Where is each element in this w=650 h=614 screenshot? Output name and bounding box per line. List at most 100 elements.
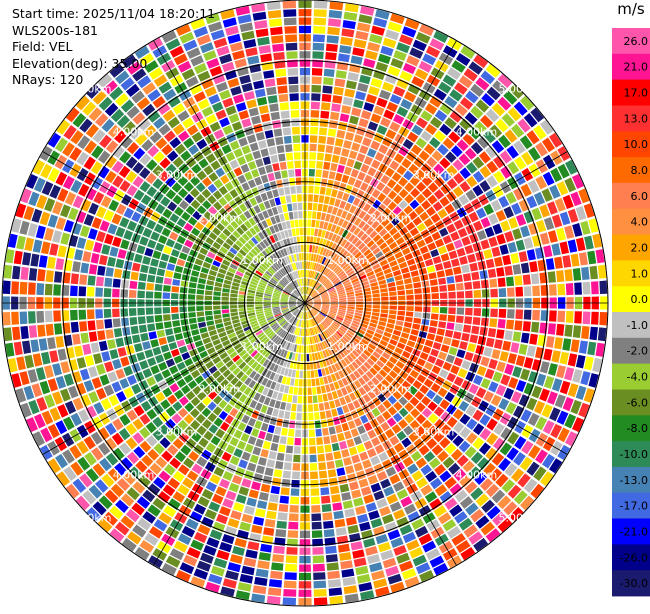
velocity-gate: [266, 191, 273, 199]
velocity-gate: [312, 77, 322, 85]
velocity-gate: [321, 213, 326, 221]
velocity-gate: [281, 111, 290, 119]
velocity-gate: [405, 284, 413, 290]
velocity-gate: [406, 289, 414, 294]
velocity-gate: [298, 388, 302, 395]
velocity-gate: [548, 271, 556, 283]
velocity-gate: [55, 258, 64, 270]
velocity-gate: [308, 388, 312, 395]
velocity-gate: [265, 467, 274, 476]
velocity-gate: [82, 344, 91, 355]
velocity-gate: [309, 421, 315, 429]
velocity-gate: [174, 355, 183, 364]
velocity-gate: [583, 312, 591, 325]
velocity-gate: [375, 9, 390, 19]
velocity-gate: [33, 353, 43, 366]
velocity-gate: [429, 327, 437, 334]
velocity-gate: [381, 292, 389, 296]
velocity-gate: [330, 486, 339, 494]
velocity-gate: [354, 39, 367, 49]
velocity-gate: [20, 267, 29, 280]
velocity-gate: [60, 361, 70, 373]
velocity-gate: [96, 320, 104, 330]
velocity-gate: [314, 1, 328, 9]
velocity-gate: [564, 367, 574, 381]
velocity-gate: [373, 491, 384, 501]
velocity-gate: [576, 238, 586, 252]
velocity-gate: [388, 314, 396, 319]
velocity-gate: [371, 570, 385, 580]
velocity-gate: [362, 137, 372, 147]
velocity-gate: [531, 322, 539, 333]
velocity-gate: [241, 164, 250, 173]
range-ring-label: 1.00km: [241, 340, 283, 353]
velocity-gate: [214, 287, 222, 292]
velocity-gate: [357, 574, 371, 584]
velocity-gate: [489, 279, 497, 288]
velocity-gate: [413, 318, 421, 324]
velocity-gate: [406, 306, 414, 311]
velocity-gate: [286, 547, 297, 555]
colorbar-tick-label: 2.0: [631, 242, 649, 255]
velocity-gate: [112, 309, 120, 318]
velocity-gate: [439, 285, 447, 292]
velocity-gate: [315, 220, 320, 228]
velocity-gate: [371, 483, 382, 493]
velocity-gate: [283, 471, 291, 479]
velocity-gate: [325, 546, 337, 554]
velocity-gate: [461, 360, 471, 370]
velocity-gate: [355, 506, 366, 515]
velocity-gate: [188, 306, 196, 311]
velocity-gate: [524, 357, 534, 369]
velocity-gate: [197, 284, 205, 290]
velocity-gate: [340, 560, 353, 569]
velocity-gate: [307, 354, 310, 361]
velocity-gate: [469, 335, 478, 344]
velocity-gate: [488, 328, 496, 337]
velocity-gate: [12, 266, 21, 280]
velocity-gate: [429, 272, 437, 279]
velocity-gate: [49, 350, 58, 363]
velocity-gate: [155, 243, 164, 252]
velocity-gate: [229, 113, 240, 123]
velocity-gate: [423, 287, 431, 293]
velocity-gate: [328, 18, 341, 27]
velocity-gate: [430, 249, 439, 257]
velocity-gate: [46, 270, 54, 282]
velocity-gate: [235, 58, 247, 68]
velocity-gate: [163, 246, 172, 255]
velocity-gate: [251, 525, 262, 534]
velocity-gate: [241, 118, 251, 127]
velocity-gate: [251, 72, 262, 81]
velocity-gate: [269, 451, 277, 460]
velocity-gate: [87, 287, 95, 297]
velocity-gate: [19, 371, 29, 385]
velocity-gate: [175, 333, 183, 340]
velocity-gate: [500, 374, 510, 385]
velocity-gate: [213, 310, 221, 315]
velocity-gate: [381, 297, 388, 301]
velocity-gate: [60, 233, 70, 245]
velocity-gate: [36, 225, 46, 239]
velocity-gate: [389, 310, 397, 315]
velocity-gate: [225, 26, 239, 36]
velocity-gate: [256, 28, 269, 37]
velocity-gate: [571, 339, 580, 352]
velocity-gate: [335, 138, 344, 147]
velocity-gate: [54, 271, 62, 283]
velocity-gate: [268, 95, 278, 104]
velocity-gate: [77, 237, 87, 249]
velocity-gate: [240, 22, 254, 32]
velocity-gate: [423, 307, 431, 313]
velocity-gate: [105, 267, 114, 277]
velocity-gate: [588, 373, 598, 388]
velocity-gate: [55, 336, 64, 348]
velocity-gate: [337, 191, 344, 199]
velocity-gate: [371, 26, 385, 36]
velocity-gate: [139, 273, 147, 281]
velocity-gate: [432, 232, 441, 241]
velocity-gate: [36, 283, 44, 295]
velocity-gate: [451, 339, 460, 348]
velocity-gate: [568, 353, 578, 366]
velocity-gate: [155, 284, 163, 291]
